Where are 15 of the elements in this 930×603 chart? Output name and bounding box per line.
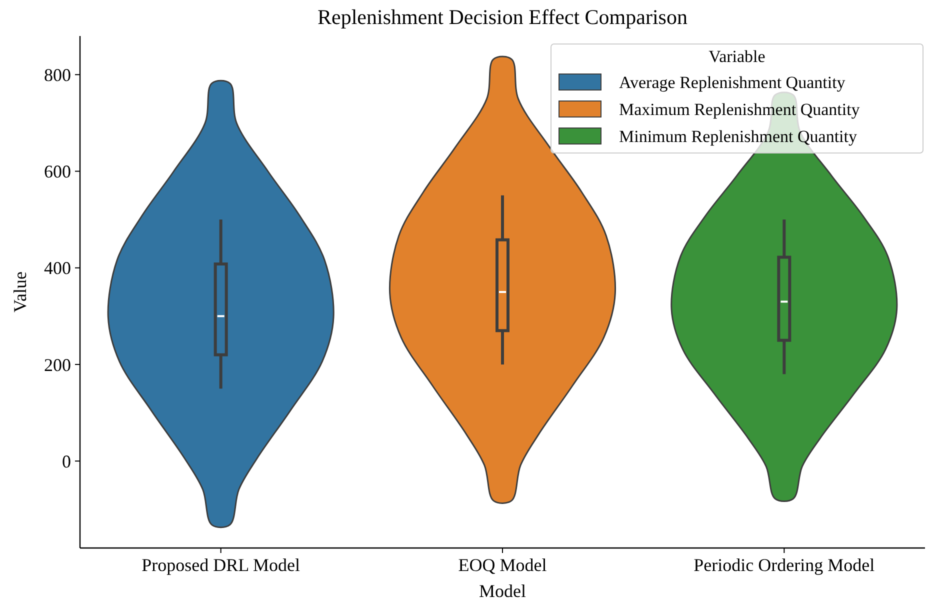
- chart-title: Replenishment Decision Effect Comparison: [318, 5, 688, 29]
- legend-label: Minimum Replenishment Quantity: [619, 126, 858, 146]
- x-tick-label: Proposed DRL Model: [142, 555, 300, 575]
- y-tick-label: 400: [44, 258, 71, 278]
- legend-label: Maximum Replenishment Quantity: [619, 100, 860, 119]
- x-axis-title: Model: [479, 581, 526, 601]
- y-axis-title: Value: [10, 272, 30, 312]
- y-tick-label: 0: [62, 451, 71, 472]
- x-tick-label: EOQ Model: [458, 555, 547, 575]
- y-tick-label: 800: [44, 64, 71, 85]
- legend-label: Average Replenishment Quantity: [619, 72, 846, 92]
- y-tick-label: 200: [44, 354, 71, 375]
- y-tick-label: 600: [44, 162, 71, 182]
- x-tick-label: Periodic Ordering Model: [694, 555, 875, 575]
- legend-title: Variable: [708, 47, 766, 66]
